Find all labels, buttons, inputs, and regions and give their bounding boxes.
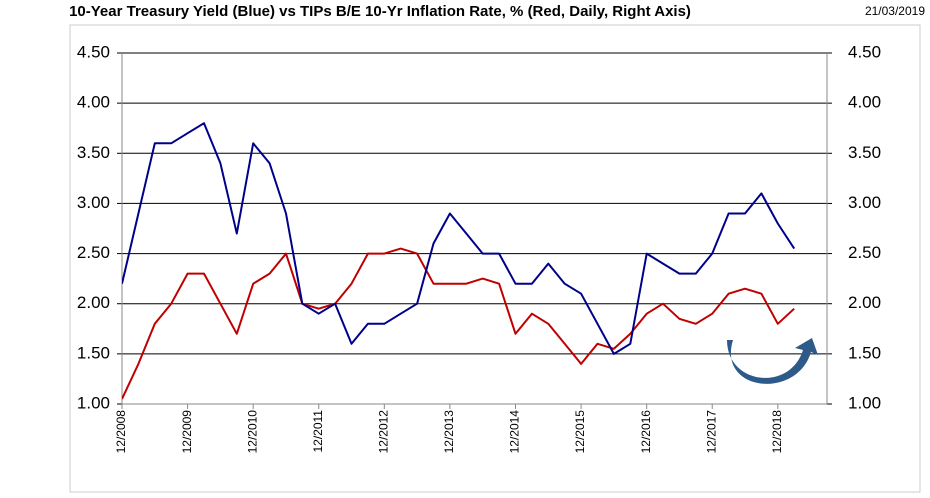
- y2-tick-label: 1.00: [848, 393, 881, 412]
- x-tick-label: 12/2017: [704, 410, 718, 454]
- y2-tick-label: 2.00: [848, 293, 881, 312]
- annotation-arrow: [727, 338, 818, 384]
- y2-tick-label: 4.00: [848, 93, 881, 112]
- y2-tick-label: 3.50: [848, 143, 881, 162]
- plot-lines: [122, 122, 796, 400]
- y-tick-label: 4.50: [77, 42, 110, 61]
- x-tick-label: 12/2013: [442, 410, 456, 454]
- y-tick-label: 3.00: [77, 193, 110, 212]
- y-tick-label: 2.50: [77, 243, 110, 262]
- x-tick-label: 12/2010: [245, 410, 259, 454]
- x-tick-label: 12/2016: [639, 410, 653, 454]
- y-tick-label: 4.00: [77, 93, 110, 112]
- x-tick-label: 12/2014: [508, 410, 522, 454]
- y2-tick-label: 4.50: [848, 42, 881, 61]
- series-line: [122, 247, 795, 400]
- y-tick-label: 1.50: [77, 343, 110, 362]
- chart-frame: [69, 24, 921, 493]
- y-tick-label: 3.50: [77, 143, 110, 162]
- chart-title: 10-Year Treasury Yield (Blue) vs TIPs B/…: [69, 3, 691, 20]
- y2-tick-label: 1.50: [848, 343, 881, 362]
- chart-date: 21/03/2019: [865, 4, 925, 18]
- x-tick-label: 12/2008: [114, 410, 128, 454]
- y2-tick-label: 2.50: [848, 243, 881, 262]
- y-tick-label: 2.00: [77, 293, 110, 312]
- x-tick-label: 12/2012: [376, 410, 390, 454]
- x-tick-label: 12/2018: [770, 410, 784, 454]
- y2-tick-label: 3.00: [848, 193, 881, 212]
- x-tick-label: 12/2015: [573, 410, 587, 454]
- series-line: [122, 122, 796, 355]
- y-tick-label: 1.00: [77, 393, 110, 412]
- arrow-shape: [727, 338, 818, 384]
- x-tick-label: 12/2009: [180, 410, 194, 454]
- x-tick-label: 12/2011: [311, 410, 325, 453]
